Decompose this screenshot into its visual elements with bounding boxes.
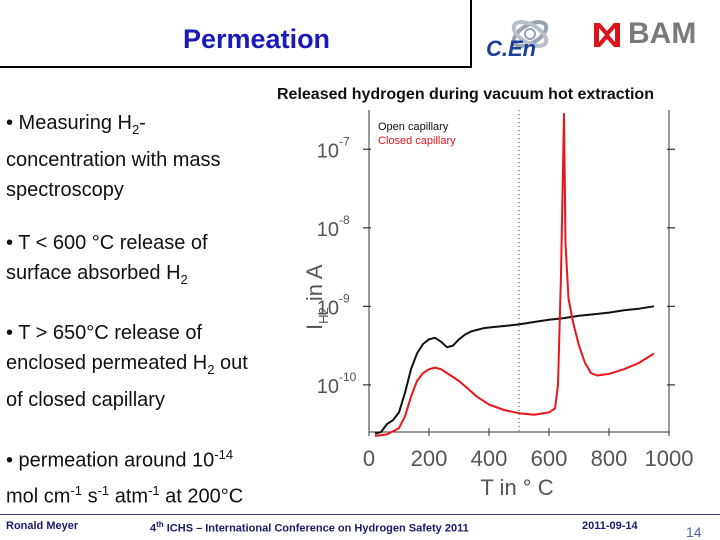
y-tick-label: 10 (317, 297, 339, 319)
header-vertical-divider (470, 0, 472, 68)
footer-divider (0, 514, 720, 515)
x-axis-label: T in ° C (480, 475, 553, 500)
series-line-closed-capillary (374, 112, 655, 437)
x-tick-label: 600 (531, 446, 568, 471)
x-tick-label: 0 (363, 446, 375, 471)
footer-author: Ronald Meyer (6, 520, 79, 532)
y-tick-label: 10 (317, 140, 339, 162)
y-tick-exponent: -10 (339, 370, 357, 384)
y-tick-exponent: -8 (339, 213, 350, 227)
y-tick-exponent: -9 (339, 291, 350, 305)
legend-entry: Closed capillary (378, 135, 456, 147)
y-axis-label-text: IH2 in A (302, 264, 331, 330)
y-tick-label: 10 (317, 219, 339, 241)
bam-logo-text: BAM (628, 17, 697, 50)
bullet-measuring: • Measuring H2- concentration with mass … (6, 112, 221, 201)
bullet-low-temp: • T < 600 °C release of surface absorbed… (6, 232, 208, 287)
legend-entry: Open capillary (378, 121, 449, 133)
header-divider (0, 66, 470, 68)
x-tick-label: 1000 (645, 446, 694, 471)
x-tick-label: 200 (411, 446, 448, 471)
footer-conference: 4th ICHS – International Conference on H… (150, 520, 469, 535)
bullet-high-temp: • T > 650°C release of enclosed permeate… (6, 322, 248, 411)
page-title: Permeation (183, 24, 331, 54)
bullet-permeation: • permeation around 10-14 mol cm-1 s-1 a… (6, 447, 244, 508)
x-tick-label: 800 (591, 446, 628, 471)
cen-logo-text: C.En (486, 36, 537, 61)
y-tick-label: 10 (317, 376, 339, 398)
x-tick-label: 400 (471, 446, 508, 471)
series-line-open-capillary (374, 305, 655, 435)
cen-logo-icon (511, 20, 549, 48)
page-number: 14 (686, 524, 702, 540)
y-axis-label: IH2 in A (302, 264, 331, 330)
chart-title: Released hydrogen during vacuum hot extr… (277, 86, 654, 103)
y-tick-exponent: -7 (339, 134, 350, 148)
footer-date: 2011-09-14 (582, 520, 638, 532)
bam-logo-icon (592, 20, 622, 50)
